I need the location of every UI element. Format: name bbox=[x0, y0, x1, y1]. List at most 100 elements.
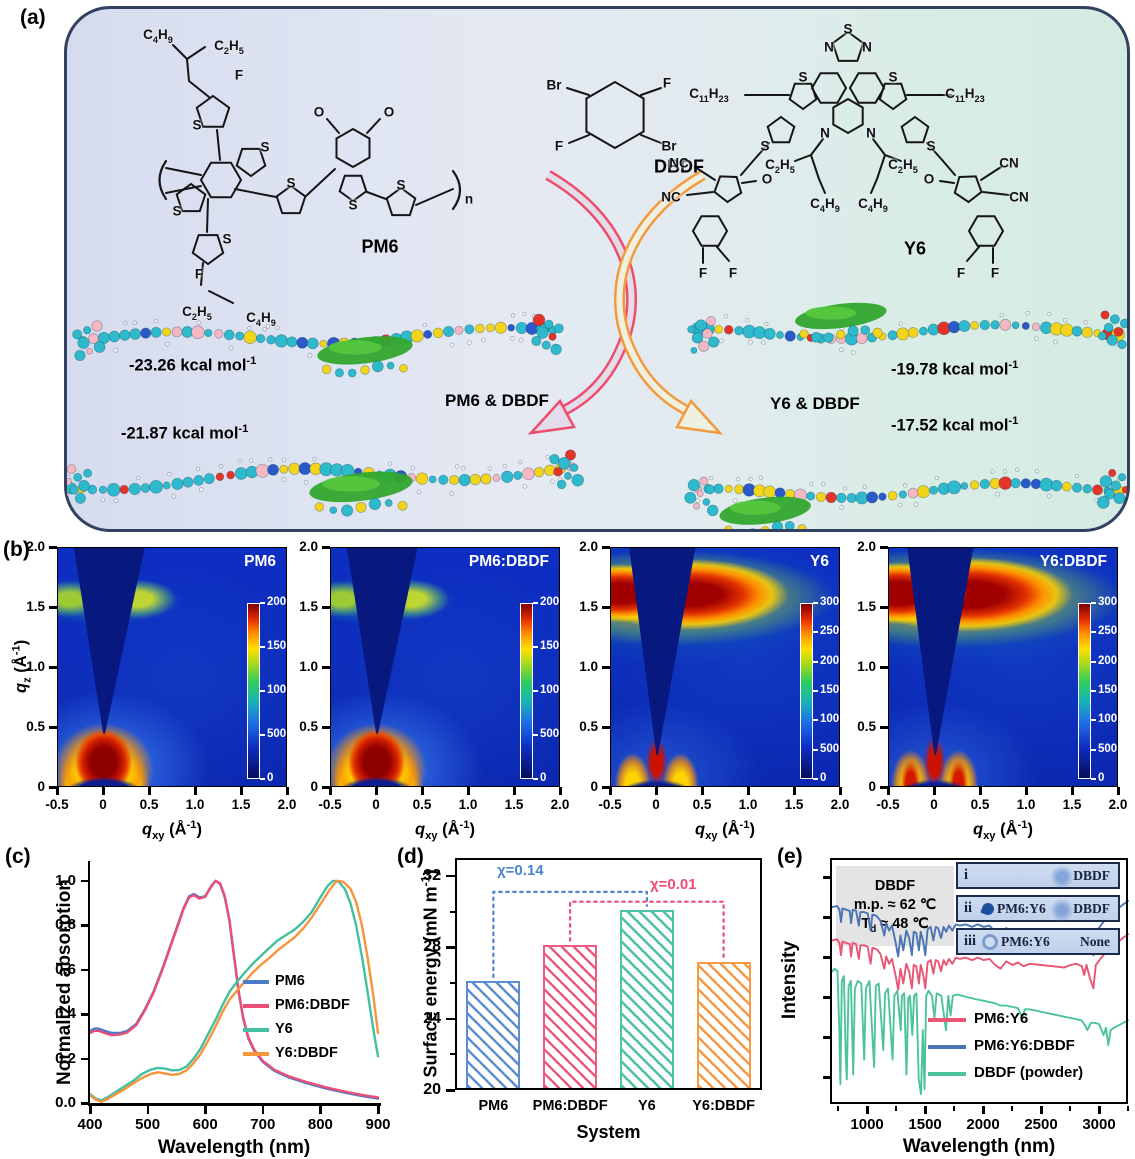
giwaxs-xtick-label: 0.5 bbox=[682, 797, 722, 812]
giwaxs-ytick-label: 1.0 bbox=[566, 659, 598, 674]
giwaxs-xtick bbox=[102, 787, 105, 795]
absorption-xtick bbox=[147, 1105, 150, 1114]
y6-atom-label: F bbox=[957, 266, 965, 281]
y6-atom-label: S bbox=[926, 139, 935, 154]
ftir-ytick bbox=[823, 876, 830, 879]
y6-atom-label: NC bbox=[661, 190, 681, 205]
dbdf-atom-label: Br bbox=[661, 139, 676, 154]
giwaxs-xtick bbox=[933, 787, 936, 795]
giwaxs-ytick bbox=[880, 666, 888, 669]
giwaxs-xtick-label: 1.0 bbox=[175, 797, 215, 812]
pm6-atom-label: F bbox=[195, 267, 203, 282]
giwaxs-xtick bbox=[655, 787, 658, 795]
giwaxs-ytick-label: 1.5 bbox=[844, 599, 876, 614]
ftir-xtick bbox=[866, 1106, 869, 1114]
ftir-legend-label: DBDF (powder) bbox=[974, 1064, 1083, 1081]
colorbar-tick-label: 500 bbox=[540, 728, 559, 740]
ftir-legend-label: PM6:Y6 bbox=[974, 1010, 1028, 1027]
absorption-legend-label: Y6:DBDF bbox=[275, 1045, 338, 1061]
strip-sample-label: PM6:Y6 bbox=[997, 901, 1046, 917]
ftir-xtick bbox=[1040, 1106, 1043, 1114]
pm6-structure bbox=[160, 45, 461, 303]
pm6-atom-label: n bbox=[465, 192, 473, 207]
giwaxs-title: PM6:DBDF bbox=[331, 553, 549, 571]
y6-structure bbox=[687, 32, 1009, 263]
giwaxs-xtick bbox=[1071, 787, 1074, 795]
giwaxs-ytick-label: 1.5 bbox=[286, 599, 318, 614]
y6-atom-label: F bbox=[729, 266, 737, 281]
colorbar-tick bbox=[813, 690, 818, 692]
bars-yminortick bbox=[450, 911, 455, 913]
colorbar bbox=[1078, 603, 1091, 779]
giwaxs-ytick bbox=[602, 666, 610, 669]
y6-atom-label: CN bbox=[999, 156, 1019, 171]
ftir-ytick bbox=[823, 916, 830, 919]
giwaxs-xtick bbox=[1117, 787, 1120, 795]
molecular-model-3 bbox=[685, 468, 1127, 529]
absorption-xtick-label: 600 bbox=[183, 1116, 227, 1133]
giwaxs-xtick-label: 1.0 bbox=[728, 797, 768, 812]
giwaxs-xtick-label: 0 bbox=[914, 797, 954, 812]
ftir-legend-line bbox=[928, 1045, 966, 1049]
absorption-curve-Y6:DBDF bbox=[90, 881, 378, 1102]
giwaxs-ytick bbox=[322, 606, 330, 609]
giwaxs-ytick bbox=[602, 726, 610, 729]
pm6-atom-label: S bbox=[172, 204, 181, 219]
chi-annotation: χ=0.01 bbox=[650, 876, 697, 893]
giwaxs-ytick bbox=[880, 546, 888, 549]
strip-right-label: None bbox=[1080, 934, 1110, 950]
strip-right-label: DBDF bbox=[1073, 901, 1110, 917]
ftir-ytick bbox=[823, 1076, 830, 1079]
giwaxs-ytick bbox=[880, 606, 888, 609]
colorbar-tick-label: 1000 bbox=[267, 684, 287, 696]
y6-atom-label: S bbox=[798, 70, 807, 85]
colorbar-tick-label: 3000 bbox=[820, 596, 840, 608]
colorbar-tick-label: 1000 bbox=[540, 684, 560, 696]
ftir-legend-line bbox=[928, 1072, 966, 1076]
molecular-model-1 bbox=[67, 450, 584, 516]
giwaxs-xtick-label: 1.5 bbox=[494, 797, 534, 812]
giwaxs-xtick-label: 0 bbox=[636, 797, 676, 812]
absorption-xtick bbox=[262, 1105, 265, 1114]
giwaxs-xtick bbox=[1025, 787, 1028, 795]
pm6-atom-label: C2H5 bbox=[182, 304, 212, 322]
giwaxs-ytick bbox=[322, 546, 330, 549]
pm6-atom-label: O bbox=[384, 105, 395, 120]
giwaxs-xtick bbox=[148, 787, 151, 795]
y6-atom-label: N bbox=[862, 40, 872, 55]
absorption-ytick bbox=[81, 1058, 90, 1061]
exchange-arrows bbox=[531, 175, 720, 433]
pm6-atom-label: S bbox=[286, 176, 295, 191]
bar-category-label: Y6:DBDF bbox=[679, 1098, 769, 1114]
giwaxs-plot-PM6: PM60500100015002000 bbox=[57, 547, 287, 787]
ftir-ytick bbox=[823, 996, 830, 999]
giwaxs-xaxis-label: qxy (Å-1) bbox=[888, 819, 1118, 842]
absorption-curve-Y6 bbox=[90, 881, 378, 1101]
absorption-ytick bbox=[81, 924, 90, 927]
giwaxs-xtick bbox=[240, 787, 243, 795]
pm6-atom-label: F bbox=[235, 68, 243, 83]
giwaxs-xtick bbox=[559, 787, 562, 795]
dbdf-structure bbox=[567, 82, 661, 148]
bars-yminortick bbox=[450, 1053, 455, 1055]
bars-yaxis-label: Surface energy (mN m-1) bbox=[419, 794, 442, 1154]
y6-atom-label: C11H23 bbox=[689, 86, 728, 104]
ftir-xtick-label: 1500 bbox=[899, 1116, 951, 1133]
colorbar-tick-label: 0 bbox=[267, 772, 273, 784]
colorbar-tick-label: 1500 bbox=[1098, 684, 1118, 696]
colorbar-tick bbox=[533, 646, 538, 648]
bars-frame bbox=[455, 858, 762, 1090]
giwaxs-ytick bbox=[602, 546, 610, 549]
panel-e-label: (e) bbox=[777, 845, 803, 869]
colorbar-tick bbox=[533, 690, 538, 692]
ftir-xminortick bbox=[953, 1106, 955, 1111]
giwaxs-xtick-label: 0.5 bbox=[129, 797, 169, 812]
ftir-xtick-label: 2500 bbox=[1015, 1116, 1067, 1133]
giwaxs-ytick bbox=[49, 546, 57, 549]
interaction-isosurface bbox=[794, 298, 888, 333]
giwaxs-plot-PM6:DBDF: PM6:DBDF0500100015002000 bbox=[330, 547, 560, 787]
y6-atom-label: O bbox=[762, 172, 773, 187]
colorbar-tick-label: 2500 bbox=[1098, 625, 1118, 637]
giwaxs-ytick bbox=[49, 666, 57, 669]
ftir-ytick bbox=[823, 956, 830, 959]
